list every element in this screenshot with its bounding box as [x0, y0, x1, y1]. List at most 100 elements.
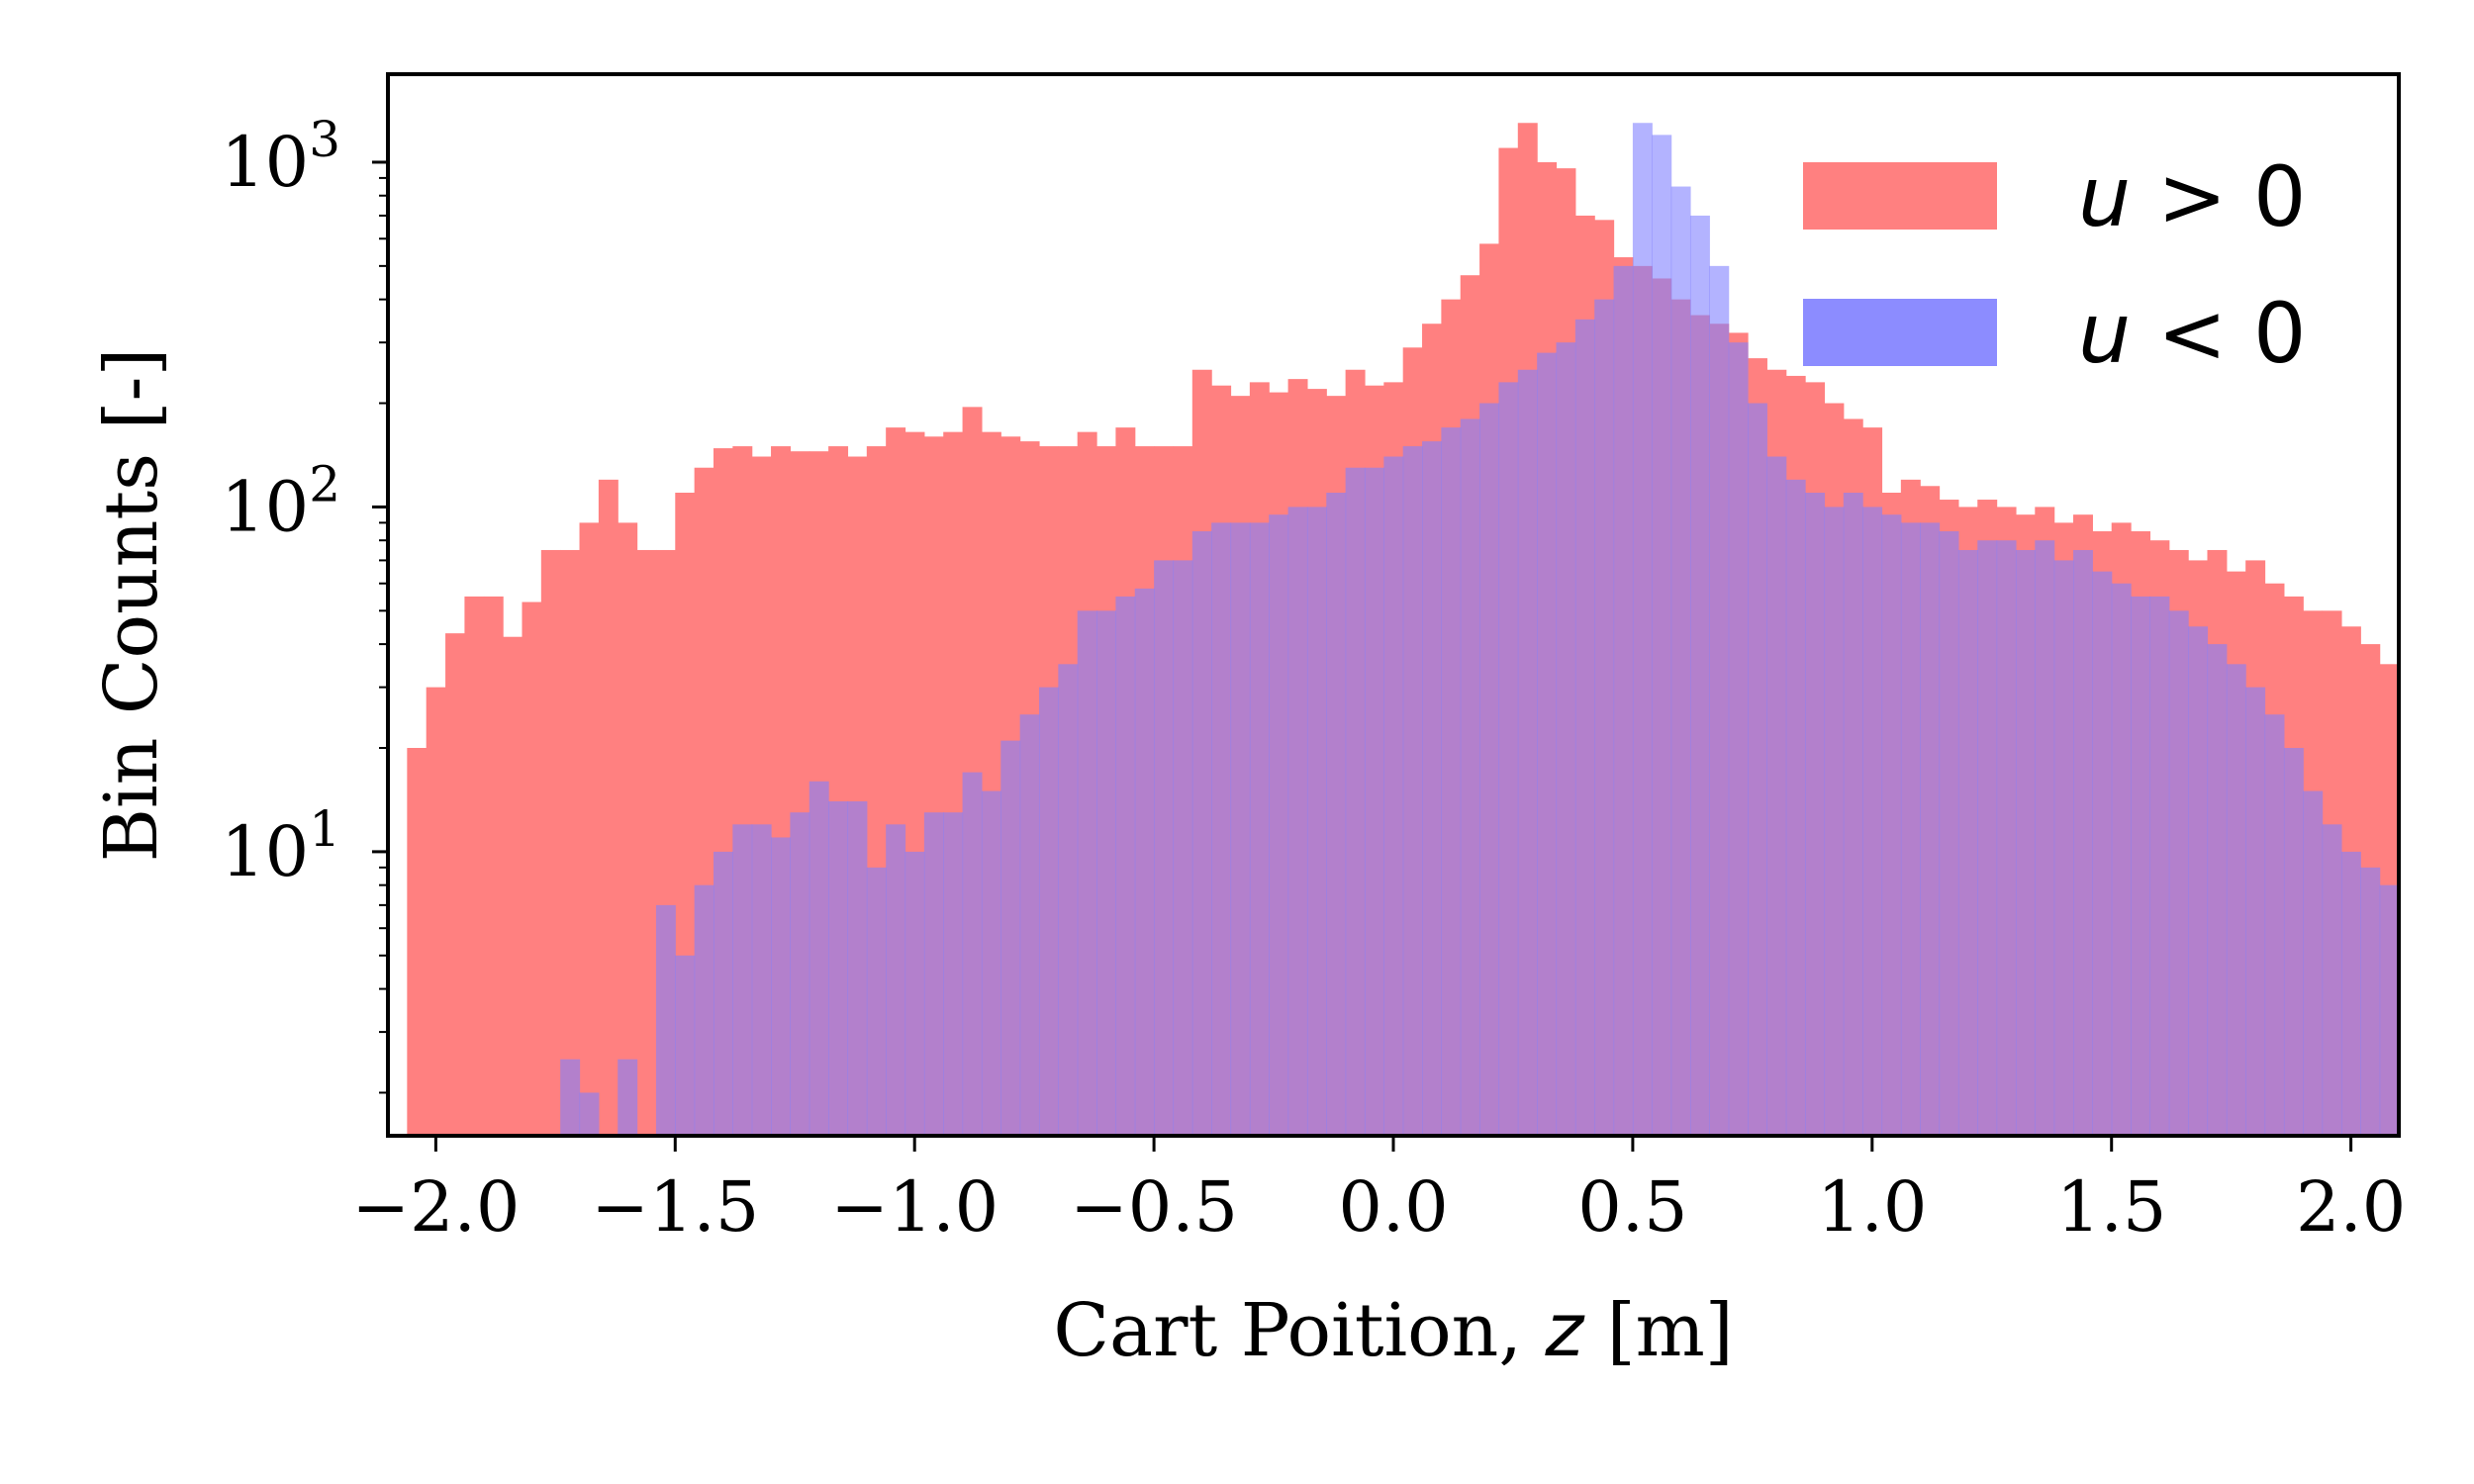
bar-u-lt-0-64	[1633, 123, 1653, 1136]
bar-u-lt-0-24	[867, 868, 887, 1136]
bar-u-lt-0-92	[2169, 610, 2189, 1136]
bar-u-lt-0-97	[2265, 714, 2285, 1136]
bar-u-lt-0-95	[2227, 664, 2246, 1136]
bar-u-gt-0-6	[522, 603, 541, 1136]
y-tick-label: 103	[221, 111, 340, 203]
bar-u-lt-0-16	[714, 852, 733, 1136]
bar-u-lt-0-103	[2380, 885, 2400, 1136]
bar-u-lt-0-36	[1096, 610, 1116, 1136]
bar-u-lt-0-106	[2437, 956, 2457, 1136]
bar-u-lt-0-14	[675, 956, 695, 1136]
bar-u-lt-0-57	[1498, 382, 1518, 1136]
bar-u-gt-0-8	[560, 550, 580, 1136]
bar-u-lt-0-42	[1211, 522, 1231, 1136]
bar-u-lt-0-63	[1614, 266, 1634, 1136]
bar-u-gt-0-2	[445, 633, 465, 1136]
bar-u-lt-0-91	[2149, 597, 2169, 1136]
bar-u-lt-0-30	[982, 791, 1001, 1136]
bar-u-lt-0-49	[1346, 468, 1366, 1136]
bar-u-gt-0-104	[2399, 688, 2419, 1136]
x-tick-label: 2.0	[2296, 1166, 2406, 1248]
bar-u-lt-0-22	[828, 801, 848, 1136]
bar-u-gt-0-5	[503, 637, 523, 1136]
bar-u-lt-0-90	[2131, 597, 2150, 1136]
bar-u-lt-0-11	[618, 1060, 637, 1136]
bar-u-lt-0-48	[1326, 493, 1346, 1136]
bar-u-lt-0-21	[809, 782, 829, 1136]
bar-u-lt-0-17	[732, 824, 752, 1136]
bar-u-lt-0-66	[1671, 187, 1691, 1136]
bar-u-lt-0-107	[2456, 956, 2474, 1136]
bar-u-lt-0-96	[2245, 688, 2265, 1136]
bar-u-lt-0-41	[1192, 531, 1212, 1136]
bar-u-lt-0-105	[2418, 928, 2437, 1136]
bar-u-lt-0-87	[2073, 550, 2093, 1136]
bar-u-lt-0-68	[1709, 266, 1729, 1136]
bar-u-lt-0-31	[1000, 741, 1020, 1136]
bar-u-lt-0-86	[2054, 560, 2074, 1136]
bar-u-lt-0-8	[560, 1060, 580, 1136]
bar-u-lt-0-19	[771, 837, 791, 1136]
bar-u-lt-0-73	[1805, 493, 1825, 1136]
bar-u-lt-0-84	[2016, 550, 2036, 1136]
bar-u-lt-0-51	[1383, 457, 1403, 1137]
bar-u-lt-0-74	[1824, 507, 1844, 1136]
bar-u-lt-0-94	[2207, 644, 2227, 1136]
bar-u-lt-0-43	[1231, 522, 1251, 1136]
bar-u-lt-0-93	[2188, 626, 2208, 1136]
bar-u-gt-0-12	[637, 550, 657, 1136]
bar-u-lt-0-54	[1441, 427, 1461, 1136]
bar-u-lt-0-89	[2112, 584, 2132, 1136]
bar-u-lt-0-37	[1115, 597, 1135, 1136]
bar-u-lt-0-62	[1594, 300, 1614, 1136]
bar-u-lt-0-46	[1288, 507, 1308, 1136]
bar-u-lt-0-38	[1135, 589, 1155, 1136]
bar-u-lt-0-104	[2399, 905, 2419, 1136]
bar-u-lt-0-75	[1844, 493, 1863, 1136]
bar-u-gt-0-106	[2437, 791, 2457, 1136]
x-tick-label: 1.0	[1817, 1166, 1927, 1248]
bar-u-lt-0-35	[1078, 610, 1097, 1136]
legend-swatch-u-lt-0	[1803, 299, 1997, 366]
bar-u-gt-0-7	[541, 550, 561, 1136]
bar-u-lt-0-69	[1729, 342, 1749, 1136]
legend-swatch-u-gt-0	[1803, 162, 1997, 230]
x-tick-label: −1.0	[830, 1166, 999, 1248]
bar-u-lt-0-13	[656, 905, 676, 1136]
legend-label-u-gt-0: u > 0	[2078, 148, 2306, 245]
bar-u-lt-0-9	[580, 1092, 600, 1136]
x-tick-label: 0.0	[1338, 1166, 1448, 1248]
x-axis-label: Cart Poition, z [m]	[1053, 1288, 1733, 1373]
bar-u-lt-0-83	[1997, 540, 2017, 1136]
bar-u-lt-0-71	[1766, 457, 1786, 1137]
bar-u-lt-0-101	[2341, 852, 2361, 1136]
bar-u-lt-0-32	[1020, 714, 1040, 1136]
x-tick-label: −1.5	[591, 1166, 759, 1248]
bar-u-lt-0-79	[1920, 522, 1940, 1136]
y-axis-label: Bin Counts [-]	[89, 348, 174, 863]
bar-u-gt-0-9	[580, 522, 600, 1136]
bar-u-lt-0-77	[1881, 514, 1901, 1136]
bar-u-gt-0-3	[464, 597, 484, 1136]
bar-u-lt-0-40	[1173, 560, 1192, 1136]
bar-u-lt-0-52	[1403, 446, 1423, 1136]
bar-u-gt-0-105	[2418, 714, 2437, 1136]
bar-u-lt-0-61	[1575, 320, 1595, 1136]
bar-u-lt-0-82	[1977, 540, 1997, 1136]
bar-u-lt-0-88	[2092, 572, 2112, 1136]
bar-u-lt-0-28	[943, 812, 963, 1136]
bar-u-lt-0-85	[2035, 540, 2054, 1136]
bar-u-lt-0-76	[1862, 507, 1882, 1136]
legend: u > 0 u < 0	[1803, 148, 2306, 382]
bar-u-lt-0-72	[1786, 480, 1806, 1136]
bar-u-lt-0-56	[1479, 404, 1499, 1136]
bar-u-lt-0-70	[1748, 404, 1767, 1136]
x-tick-label: 1.5	[2056, 1166, 2166, 1248]
bar-u-lt-0-60	[1557, 342, 1576, 1136]
bar-u-lt-0-50	[1365, 468, 1384, 1136]
bar-u-lt-0-81	[1958, 550, 1978, 1136]
legend-label-u-lt-0: u < 0	[2078, 285, 2306, 382]
bar-u-lt-0-98	[2284, 748, 2304, 1136]
bar-u-lt-0-45	[1269, 514, 1288, 1136]
